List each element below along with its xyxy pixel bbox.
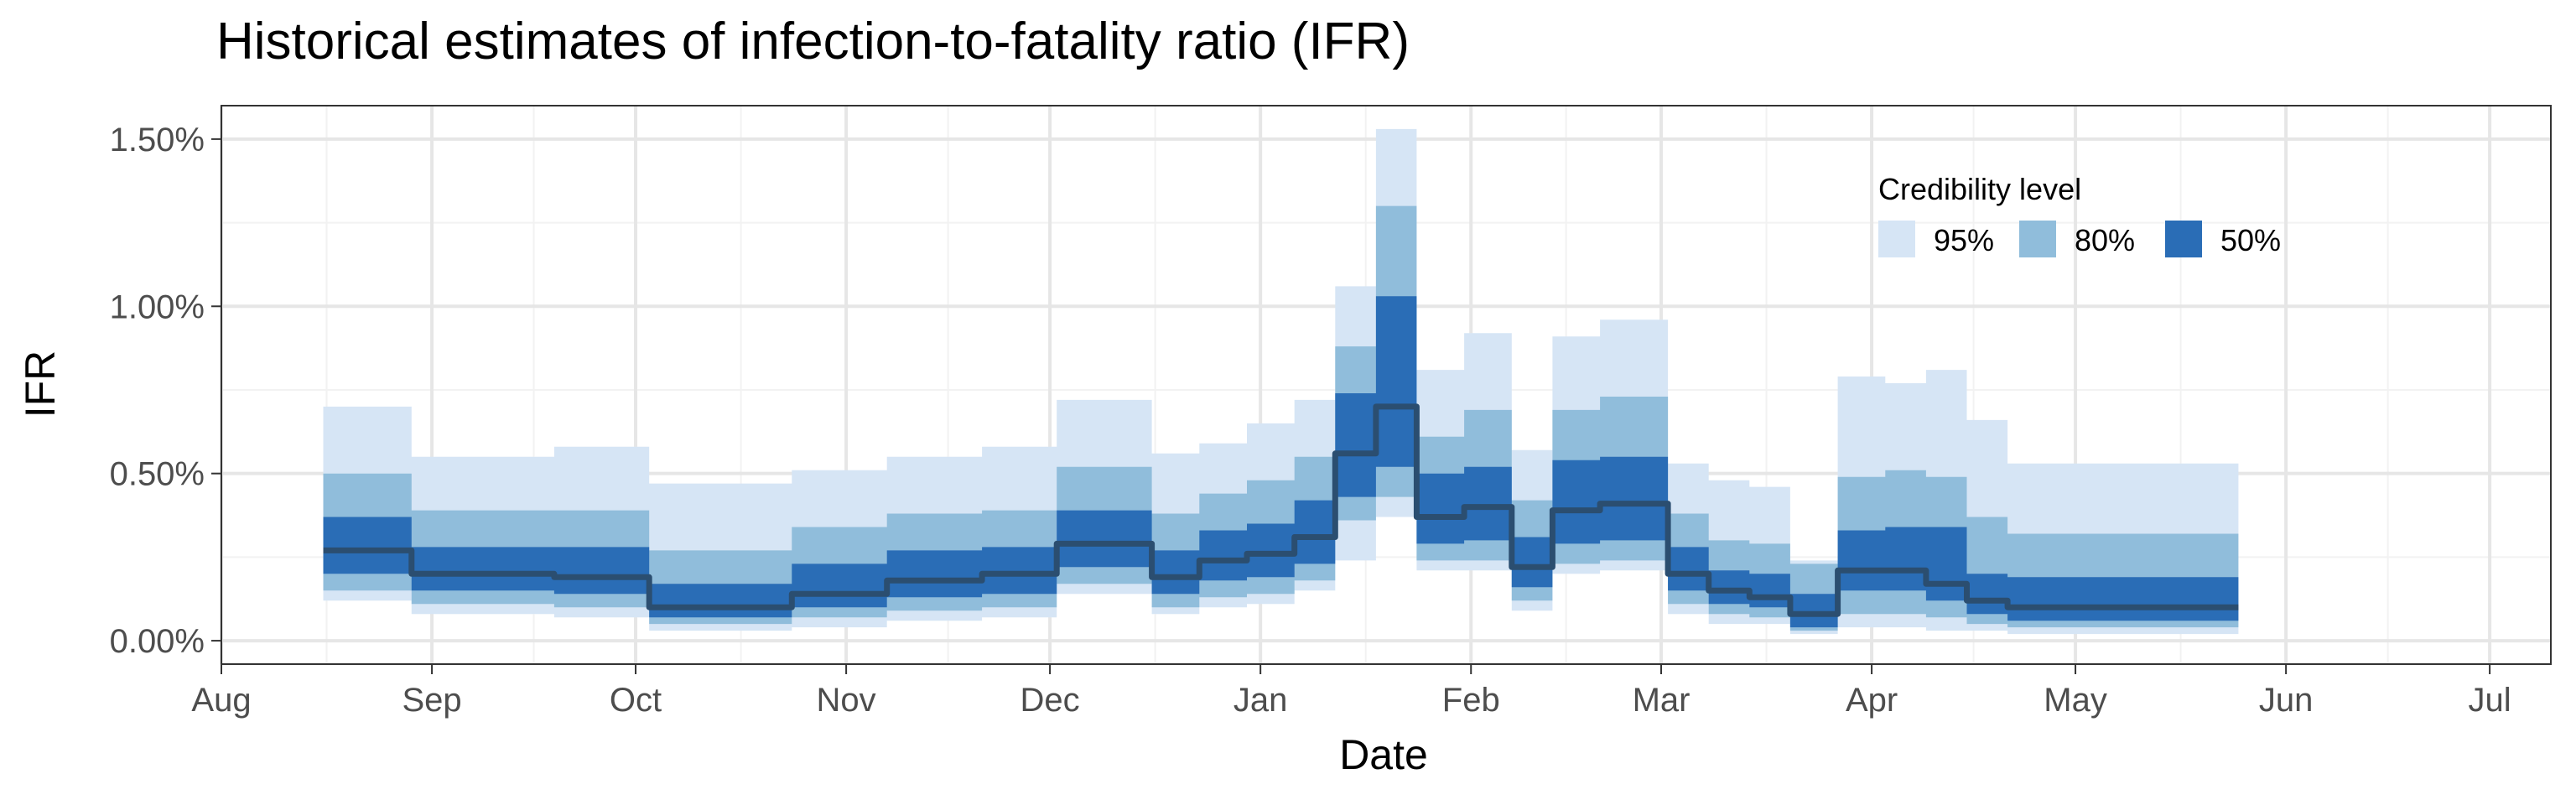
legend: Credibility level 95% 80% 50% <box>1878 172 2281 257</box>
plot-border <box>221 105 2552 665</box>
x-tick-label: Jan <box>1233 682 1288 719</box>
x-tick-label: Feb <box>1442 682 1500 719</box>
legend-label-80: 80% <box>2075 223 2135 257</box>
median-line <box>323 403 2239 617</box>
median-series <box>323 403 2239 617</box>
legend-swatch-50 <box>2165 221 2202 257</box>
x-tick-label: Dec <box>1021 682 1080 719</box>
legend-swatch-80 <box>2019 221 2056 257</box>
credibility-bands <box>323 128 2239 635</box>
y-axis-title: IFR <box>17 351 64 418</box>
legend-title: Credibility level <box>1878 172 2081 206</box>
band-50 <box>323 296 2239 628</box>
x-tick-label: Jun <box>2259 682 2314 719</box>
legend-label-50: 50% <box>2220 223 2281 257</box>
x-tick-label: Aug <box>191 682 251 719</box>
legend-swatch-95 <box>1878 221 1915 257</box>
x-tick-label: Apr <box>1846 682 1898 719</box>
y-tick-label: 1.00% <box>110 288 205 325</box>
y-tick-label: 0.50% <box>110 456 205 493</box>
chart-title: Historical estimates of infection-to-fat… <box>216 13 1410 70</box>
y-tick-label: 1.50% <box>110 122 205 158</box>
y-tick-label: 0.00% <box>110 623 205 660</box>
x-tick-label: Oct <box>610 682 662 719</box>
x-tick-label: Nov <box>817 682 876 719</box>
x-tick-label: Mar <box>1633 682 1690 719</box>
x-tick-label: May <box>2044 682 2107 719</box>
x-axis-title: Date <box>1339 731 1428 778</box>
band-95 <box>323 128 2239 635</box>
axes: Aug Sep Oct Nov Dec Jan Feb Mar Apr May Jun Jul 0.00… <box>110 122 2511 719</box>
x-tick-label: Jul <box>2469 682 2511 719</box>
legend-label-95: 95% <box>1934 223 1994 257</box>
x-tick-label: Sep <box>402 682 461 719</box>
